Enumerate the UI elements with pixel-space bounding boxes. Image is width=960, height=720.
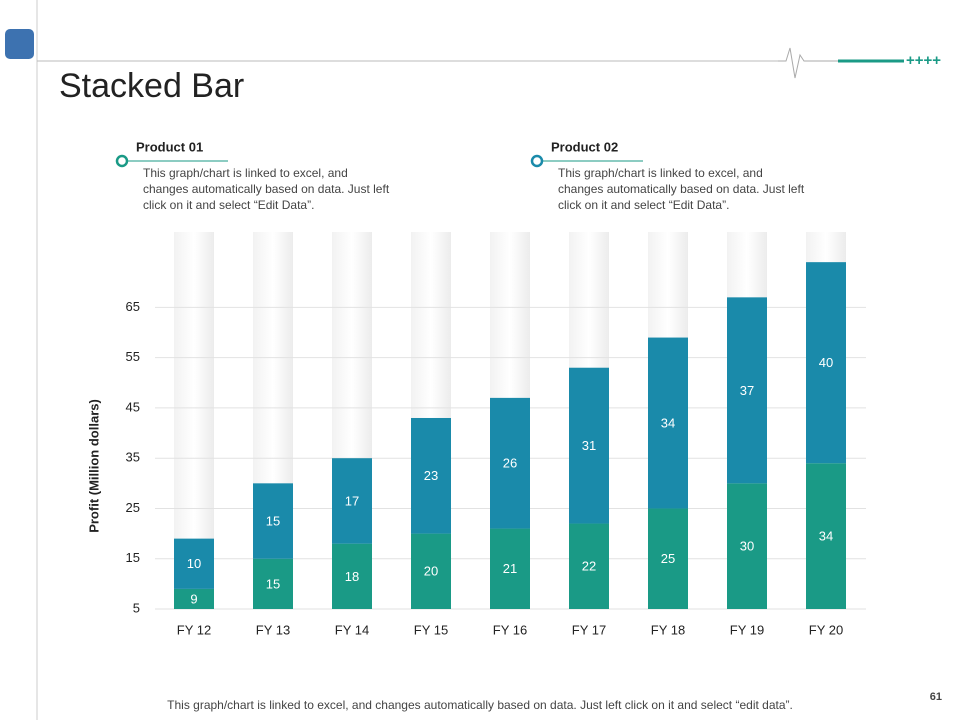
x-tick-label: FY 20 xyxy=(809,622,843,637)
data-label: 37 xyxy=(740,383,754,398)
legend-marker xyxy=(115,154,129,168)
bar-segment xyxy=(806,463,846,609)
corner-badge xyxy=(5,29,34,59)
chart-title: Stacked Bar xyxy=(59,67,244,105)
y-tick-label: 45 xyxy=(126,399,140,414)
y-tick-label: 15 xyxy=(126,550,140,565)
data-label: 40 xyxy=(819,355,833,370)
data-label: 34 xyxy=(819,529,833,544)
x-tick-label: FY 16 xyxy=(493,622,527,637)
bar-segment xyxy=(490,528,530,609)
x-tick-label: FY 12 xyxy=(177,622,211,637)
bar-segment xyxy=(332,458,372,544)
data-label: 17 xyxy=(345,493,359,508)
data-label: 15 xyxy=(266,513,280,528)
legend-label: Product 01 xyxy=(136,139,203,154)
y-axis-label: Profit (Million dollars) xyxy=(86,399,101,533)
footer-note: This graph/chart is linked to excel, and… xyxy=(167,698,793,712)
x-tick-label: FY 15 xyxy=(414,622,448,637)
bar-segment xyxy=(569,523,609,609)
x-tick-label: FY 18 xyxy=(651,622,685,637)
bar-segment xyxy=(253,558,293,609)
legend-marker xyxy=(530,154,544,168)
bar-segment xyxy=(174,588,214,609)
data-label: 31 xyxy=(582,438,596,453)
data-label: 30 xyxy=(740,539,754,554)
data-label: 23 xyxy=(424,468,438,483)
data-label: 10 xyxy=(187,556,201,571)
bar-segment xyxy=(411,533,451,609)
data-label: 15 xyxy=(266,576,280,591)
legend-description: This graph/chart is linked to excel, and… xyxy=(558,166,805,212)
bar-segment xyxy=(648,337,688,509)
y-tick-label: 5 xyxy=(133,600,140,615)
x-tick-label: FY 13 xyxy=(256,622,290,637)
bar-segment xyxy=(174,538,214,589)
data-label: 20 xyxy=(424,564,438,579)
data-label: 9 xyxy=(190,591,197,606)
legend-description: This graph/chart is linked to excel, and… xyxy=(143,166,390,212)
x-tick-label: FY 19 xyxy=(730,622,764,637)
y-tick-label: 35 xyxy=(126,450,140,465)
bar-segment xyxy=(648,508,688,609)
bar-segment xyxy=(569,367,609,524)
data-label: 22 xyxy=(582,559,596,574)
bar-segment xyxy=(806,262,846,464)
pulse xyxy=(778,47,838,79)
bar-segment xyxy=(332,543,372,609)
bar-segment xyxy=(727,297,767,484)
decoration: ++++ xyxy=(906,52,941,69)
data-label: 25 xyxy=(661,551,675,566)
bar-segment xyxy=(411,417,451,534)
x-tick-label: FY 14 xyxy=(335,622,369,637)
bar-segment xyxy=(253,483,293,559)
y-tick-label: 65 xyxy=(126,299,140,314)
bar-segment xyxy=(490,397,530,529)
page-number: 61 xyxy=(930,691,942,703)
legend-label: Product 02 xyxy=(551,139,618,154)
data-label: 26 xyxy=(503,456,517,471)
data-label: 18 xyxy=(345,569,359,584)
y-tick-label: 55 xyxy=(126,349,140,364)
bar-segment xyxy=(727,483,767,609)
y-tick-label: 25 xyxy=(126,500,140,515)
data-label: 21 xyxy=(503,561,517,576)
x-tick-label: FY 17 xyxy=(572,622,606,637)
data-label: 34 xyxy=(661,415,675,430)
